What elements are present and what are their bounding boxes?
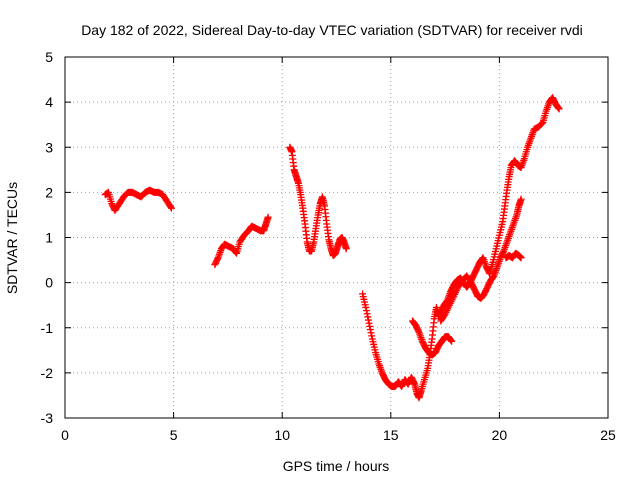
x-tick-label: 0 xyxy=(61,427,69,443)
data-point xyxy=(362,303,370,311)
x-tick-label: 5 xyxy=(170,427,178,443)
data-point xyxy=(342,245,350,253)
data-point xyxy=(447,336,455,344)
data-point xyxy=(365,319,373,327)
data-point xyxy=(554,104,562,112)
x-tick-label: 15 xyxy=(383,427,399,443)
data-point xyxy=(410,379,418,387)
data-point xyxy=(264,213,272,221)
y-tick-label: 4 xyxy=(45,94,53,110)
chart-title: Day 182 of 2022, Sidereal Day-to-day VTE… xyxy=(81,22,583,38)
data-point xyxy=(232,248,240,256)
y-tick-label: -1 xyxy=(41,320,54,336)
x-tick-label: 20 xyxy=(492,427,508,443)
axis-ticks xyxy=(64,56,609,419)
grid-lines xyxy=(65,57,608,418)
data-point xyxy=(363,310,371,318)
y-tick-label: -3 xyxy=(41,410,54,426)
data-points xyxy=(101,94,563,402)
data-point xyxy=(499,248,507,256)
data-point xyxy=(517,254,525,262)
data-point xyxy=(367,329,375,337)
x-axis-label: GPS time / hours xyxy=(283,458,390,474)
y-tick-label: 0 xyxy=(45,275,53,291)
data-point xyxy=(555,105,563,113)
data-point xyxy=(517,195,525,203)
data-point xyxy=(167,203,175,211)
y-tick-label: 2 xyxy=(45,184,53,200)
plot-frame xyxy=(64,56,609,419)
x-tick-label: 25 xyxy=(600,427,616,443)
x-tick-label: 10 xyxy=(274,427,290,443)
data-point xyxy=(368,332,376,340)
data-point xyxy=(414,327,422,335)
y-axis-label: SDTVAR / TECUs xyxy=(4,182,20,294)
data-point xyxy=(364,313,372,321)
tick-labels: 0 5 10 15 20 25 -3 -2 -1 0 1 2 3 4 5 xyxy=(41,49,616,443)
data-point xyxy=(448,337,456,345)
data-point xyxy=(364,316,372,324)
y-tick-label: -2 xyxy=(41,365,54,381)
y-tick-label: 3 xyxy=(45,139,53,155)
y-tick-label: 1 xyxy=(45,230,53,246)
data-point xyxy=(167,204,175,212)
data-point xyxy=(366,326,374,334)
data-point xyxy=(538,119,546,127)
y-tick-label: 5 xyxy=(45,49,53,65)
data-point xyxy=(366,322,374,330)
data-point xyxy=(213,255,221,263)
data-point xyxy=(362,307,370,315)
